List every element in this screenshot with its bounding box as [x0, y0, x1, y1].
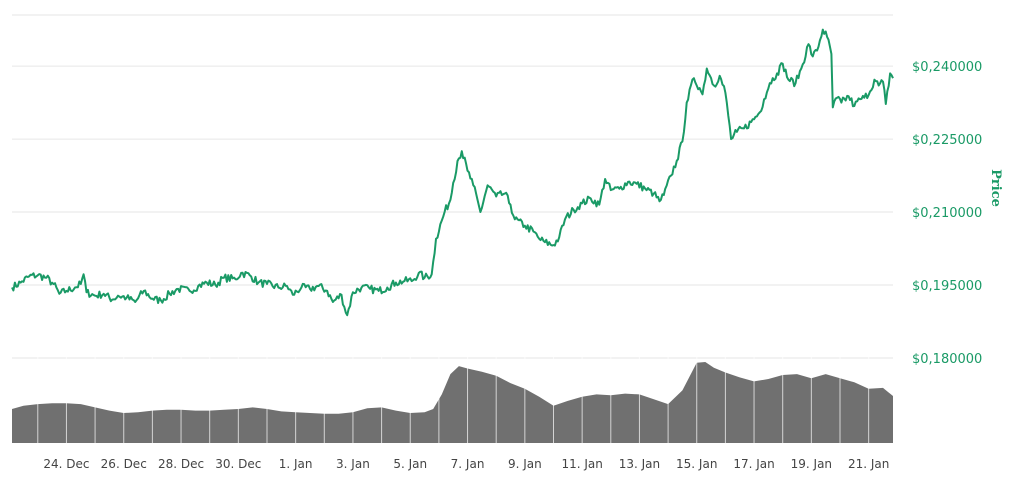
x-tick-label: 5. Jan — [393, 457, 427, 471]
volume-area-shape — [12, 362, 893, 443]
y-tick-label: $0,210000 — [912, 206, 982, 221]
x-tick-label: 19. Jan — [791, 457, 832, 471]
x-tick-label: 11. Jan — [561, 457, 602, 471]
price-line — [11, 28, 894, 317]
x-tick-label: 30. Dec — [215, 457, 261, 471]
y-tick-label: $0,240000 — [912, 60, 982, 75]
x-tick-label: 7. Jan — [451, 457, 485, 471]
x-tick-label: 3. Jan — [336, 457, 370, 471]
x-tick-label: 28. Dec — [158, 457, 204, 471]
x-tick-label: 24. Dec — [43, 457, 89, 471]
volume-area — [12, 357, 893, 443]
x-tick-label: 26. Dec — [101, 457, 147, 471]
x-tick-label: 21. Jan — [848, 457, 889, 471]
x-tick-label: 9. Jan — [508, 457, 542, 471]
x-tick-label: 15. Jan — [676, 457, 717, 471]
y-tick-label: $0,195000 — [912, 279, 982, 294]
grid-lines — [12, 14, 893, 359]
x-tick-label: 17. Jan — [733, 457, 774, 471]
y-tick-label: $0,180000 — [912, 352, 982, 367]
y-axis-label: Price — [988, 169, 1003, 207]
y-tick-label: $0,225000 — [912, 133, 982, 148]
x-tick-label: 1. Jan — [279, 457, 313, 471]
x-tick-label: 13. Jan — [619, 457, 660, 471]
price-line-path — [11, 28, 894, 317]
y-axis-ticks: $0,180000 $0,195000 $0,210000 $0,225000 $0,2… — [912, 60, 982, 367]
x-axis-ticks: 24. Dec 26. Dec 28. Dec 30. Dec 1. Jan 3. Jan… — [43, 457, 889, 471]
